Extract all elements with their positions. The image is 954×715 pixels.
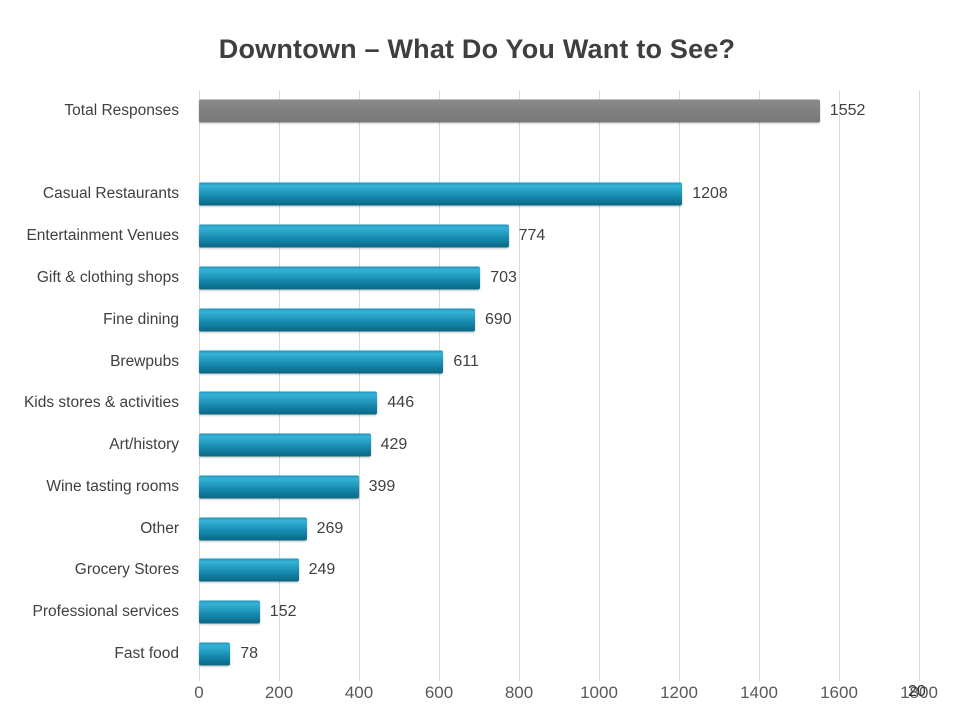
bar-value (199, 642, 231, 666)
x-tick-label: 200 (264, 683, 294, 702)
value-label: 429 (380, 436, 408, 454)
chart-row: Art/history 429 (0, 424, 954, 466)
gridline (279, 90, 280, 681)
x-tick-label: 1200 (660, 683, 698, 702)
bar-value (199, 266, 481, 290)
category-label: Other (140, 519, 179, 537)
category-label: Fine dining (103, 310, 179, 328)
value-label: 611 (453, 352, 479, 370)
category-label: Total Responses (64, 101, 179, 119)
value-label: 269 (316, 519, 344, 537)
gridline (599, 90, 600, 681)
plot-cell: 1552 (199, 90, 919, 132)
x-tick-label: 1400 (740, 683, 778, 702)
chart-rows: Total Responses 1552 Casual Restaurants 120… (0, 90, 954, 675)
bar-value (199, 391, 378, 415)
plot-cell (199, 132, 919, 174)
value-label: 399 (368, 477, 396, 495)
value-label: 249 (308, 561, 336, 579)
value-label: 690 (485, 310, 512, 328)
page-number: 20 (908, 683, 926, 700)
chart-row: Gift & clothing shops 703 (0, 257, 954, 299)
x-tick-label: 400 (344, 683, 374, 702)
chart-row (0, 132, 954, 174)
chart-row: Brewpubs 611 (0, 341, 954, 383)
gridline (359, 90, 360, 681)
value-label: 1208 (692, 185, 728, 203)
value-label: 78 (240, 645, 258, 663)
bar-value (199, 308, 475, 332)
category-label: Entertainment Venues (26, 227, 179, 245)
plot-gridlines (199, 90, 920, 681)
category-label: Fast food (114, 645, 179, 663)
chart-row: Fast food 78 (0, 633, 954, 675)
category-label: Grocery Stores (74, 561, 179, 579)
chart-row: Wine tasting rooms 399 (0, 466, 954, 508)
value-label: 703 (490, 269, 517, 287)
x-axis: 0 200 400 600 800 1000 1200 1400 1600 1800 (194, 681, 938, 711)
chart-row: Total Responses 1552 (0, 90, 954, 132)
value-label: 152 (269, 603, 297, 621)
value-label: 1552 (829, 101, 866, 119)
gridline (519, 90, 520, 681)
category-label: Wine tasting rooms (46, 477, 179, 495)
category-label: Casual Restaurants (42, 185, 179, 203)
plot-cell: 774 (199, 215, 919, 257)
chart-row: Grocery Stores 249 (0, 550, 954, 592)
plot-cell: 249 (199, 550, 919, 592)
gridline (439, 90, 440, 681)
plot-cell: 78 (199, 633, 919, 675)
category-label: Kids stores & activities (23, 394, 179, 412)
x-tick-label: 600 (424, 683, 454, 702)
chart-row: Fine dining 690 (0, 299, 954, 341)
chart-row: Entertainment Venues 774 (0, 215, 954, 257)
x-tick-label: 800 (504, 683, 534, 702)
plot-cell: 690 (199, 299, 919, 341)
x-tick-label: 1000 (580, 683, 618, 702)
gridline (919, 90, 920, 681)
plot-cell: 611 (199, 341, 919, 383)
category-label: Professional services (32, 603, 179, 621)
bar-value (199, 517, 307, 541)
bar-value (199, 433, 371, 457)
category-label: Brewpubs (110, 352, 179, 370)
plot-cell: 399 (199, 466, 919, 508)
bar-value (199, 558, 299, 582)
x-tick-label: 1800 (900, 683, 938, 702)
chart-row: Kids stores & activities 446 (0, 382, 954, 424)
gridline (199, 90, 200, 681)
bar-total (199, 99, 820, 123)
category-label: Art/history (109, 436, 179, 454)
x-tick-label: 1600 (820, 683, 858, 702)
plot-cell: 269 (199, 508, 919, 550)
value-label: 446 (387, 394, 415, 412)
plot-cell: 429 (199, 424, 919, 466)
gridline (759, 90, 760, 681)
x-tick-label: 0 (194, 683, 204, 702)
gridline (679, 90, 680, 681)
plot-cell: 1208 (199, 174, 919, 216)
gridline (839, 90, 840, 681)
chart-row: Casual Restaurants 1208 (0, 174, 954, 216)
chart-row: Other 269 (0, 508, 954, 550)
chart-row: Professional services 152 (0, 591, 954, 633)
value-label: 774 (518, 227, 546, 245)
bar-value (199, 350, 444, 374)
chart-title: Downtown – What Do You Want to See? (218, 34, 736, 64)
plot-cell: 446 (199, 382, 919, 424)
category-label: Gift & clothing shops (36, 269, 179, 287)
bar-value (199, 182, 683, 206)
plot-cell: 152 (199, 591, 919, 633)
plot-cell: 703 (199, 257, 919, 299)
bar-value (199, 224, 509, 248)
bar-value (199, 475, 359, 499)
bar-value (199, 600, 260, 624)
